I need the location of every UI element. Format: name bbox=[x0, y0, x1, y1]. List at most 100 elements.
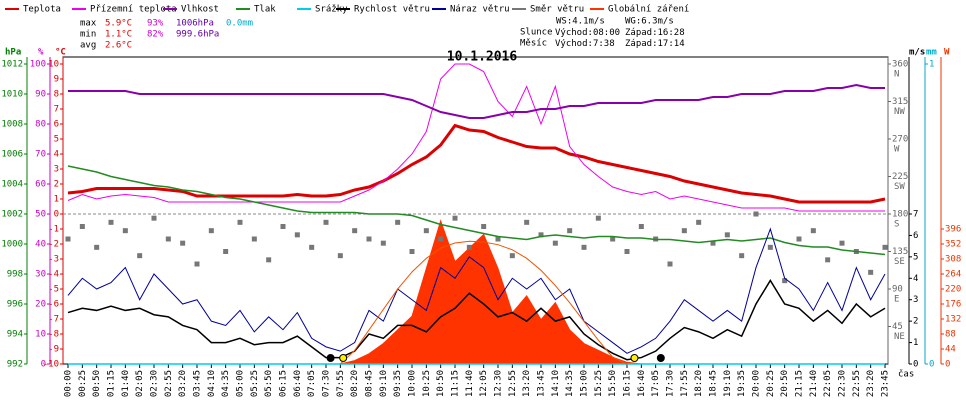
x-tick-label: 13:20 bbox=[522, 370, 532, 397]
y-tick-label: 60 bbox=[35, 180, 46, 190]
y-tick-label: -3 bbox=[48, 255, 59, 265]
point bbox=[323, 219, 329, 225]
legend-label: Srážky bbox=[315, 5, 348, 15]
point bbox=[309, 244, 315, 250]
axis-unit: °C bbox=[55, 48, 66, 58]
x-tick-label: 11:40 bbox=[465, 370, 475, 397]
y-tick-label: 44 bbox=[945, 345, 956, 355]
set-time: 16:28 bbox=[658, 28, 685, 38]
x-tick-label: 05:25 bbox=[250, 370, 260, 397]
x-tick-label: 17:05 bbox=[651, 370, 661, 397]
point bbox=[237, 219, 243, 225]
y-tick-label: 1002 bbox=[1, 210, 23, 220]
y-tick-label: 220 bbox=[945, 285, 961, 295]
legend-label: Přízemní teplota bbox=[90, 5, 177, 15]
y-tick-label: 10 bbox=[48, 60, 59, 70]
x-tick-label: 00:00 bbox=[64, 370, 74, 397]
x-tick-label: 02:30 bbox=[150, 370, 160, 397]
rise-label: Východ: bbox=[555, 39, 593, 49]
x-tick-label: 18:45 bbox=[709, 370, 719, 397]
y-tick-label: 8 bbox=[54, 90, 59, 100]
x-tick-label: 07:05 bbox=[307, 370, 317, 397]
y-tick-label: 100 bbox=[30, 60, 46, 70]
y-tick-label: -1 bbox=[48, 225, 59, 235]
compass-label: S bbox=[894, 220, 899, 230]
point bbox=[581, 244, 587, 250]
x-tick-label: 12:30 bbox=[494, 370, 504, 397]
x-tick-label: 04:35 bbox=[221, 370, 231, 397]
y-tick-label: 4 bbox=[913, 274, 918, 284]
series-line bbox=[67, 278, 886, 361]
point bbox=[495, 236, 501, 242]
point bbox=[366, 236, 372, 242]
x-tick-label: 01:15 bbox=[107, 370, 117, 397]
x-tick-label: 19:35 bbox=[737, 370, 747, 397]
compass-label: NE bbox=[894, 332, 905, 342]
stat-value: 2.6°C bbox=[105, 41, 132, 51]
x-tick-label: 08:45 bbox=[365, 370, 375, 397]
point bbox=[280, 224, 286, 229]
y-tick-label: 396 bbox=[945, 225, 961, 235]
y-tick-label: 996 bbox=[7, 300, 23, 310]
y-tick-label: 20 bbox=[35, 300, 46, 310]
point bbox=[294, 232, 300, 238]
point bbox=[524, 219, 530, 225]
axis-unit: mm bbox=[926, 48, 937, 58]
y-tick-label: 135 bbox=[892, 247, 908, 257]
point bbox=[638, 224, 644, 229]
point bbox=[266, 257, 272, 263]
y-tick-label: 994 bbox=[7, 330, 23, 340]
y-tick-label: 7 bbox=[913, 210, 918, 220]
stat-label: max bbox=[80, 19, 97, 29]
axis-unit: W bbox=[944, 48, 950, 58]
x-tick-label: 15:25 bbox=[594, 370, 604, 397]
y-tick-label: 132 bbox=[945, 315, 961, 325]
set-time: 17:14 bbox=[658, 39, 685, 49]
y-tick-label: 88 bbox=[945, 330, 956, 340]
x-tick-label: 17:55 bbox=[680, 370, 690, 397]
stat-label: avg bbox=[80, 41, 96, 51]
point bbox=[710, 240, 716, 246]
stat-value: 999.6hPa bbox=[176, 30, 219, 40]
sun-set: Západ:16:28 bbox=[625, 28, 685, 38]
point bbox=[868, 269, 874, 275]
moon-rise-marker bbox=[326, 354, 335, 362]
x-tick-label: 10:50 bbox=[436, 370, 446, 397]
y-tick-label: 3 bbox=[54, 165, 59, 175]
compass-label: N bbox=[894, 70, 899, 80]
y-tick-label: 1004 bbox=[1, 180, 23, 190]
x-tick-label: 22:30 bbox=[838, 370, 848, 397]
x-tick-label: 07:55 bbox=[336, 370, 346, 397]
legend-label: Vlhkost bbox=[181, 5, 219, 15]
x-tick-label: 12:55 bbox=[508, 370, 518, 397]
x-tick-label: 14:35 bbox=[565, 370, 575, 397]
y-tick-label: 225 bbox=[892, 172, 908, 182]
sun-name: Slunce bbox=[520, 28, 553, 38]
series-line bbox=[67, 227, 886, 354]
y-tick-label: -9 bbox=[48, 345, 59, 355]
y-tick-label: 40 bbox=[35, 240, 46, 250]
x-tick-label: 20:00 bbox=[752, 370, 762, 397]
x-tick-label: 15:50 bbox=[608, 370, 618, 397]
stat-value: 1.1°C bbox=[105, 30, 132, 40]
point bbox=[352, 228, 358, 234]
x-tick-label: 08:20 bbox=[350, 370, 360, 397]
point bbox=[409, 249, 415, 254]
x-tick-label: 09:10 bbox=[379, 370, 389, 397]
legend-label: Tlak bbox=[254, 5, 276, 15]
compass-label: SW bbox=[894, 182, 905, 192]
stat-value: 1006hPa bbox=[176, 19, 214, 29]
x-tick-label: 18:20 bbox=[694, 370, 704, 397]
point bbox=[667, 261, 673, 267]
x-tick-label: 17:30 bbox=[666, 370, 676, 397]
compass-label: NW bbox=[894, 107, 905, 117]
stat-value: 5.9°C bbox=[105, 19, 132, 29]
point bbox=[681, 228, 687, 234]
y-tick-label: 1012 bbox=[1, 60, 23, 70]
point bbox=[567, 228, 573, 234]
y-tick-label: -4 bbox=[48, 270, 59, 280]
x-tick-label: 02:55 bbox=[164, 370, 174, 397]
point bbox=[337, 253, 343, 259]
point bbox=[194, 261, 200, 267]
y-tick-label: 315 bbox=[892, 97, 908, 107]
